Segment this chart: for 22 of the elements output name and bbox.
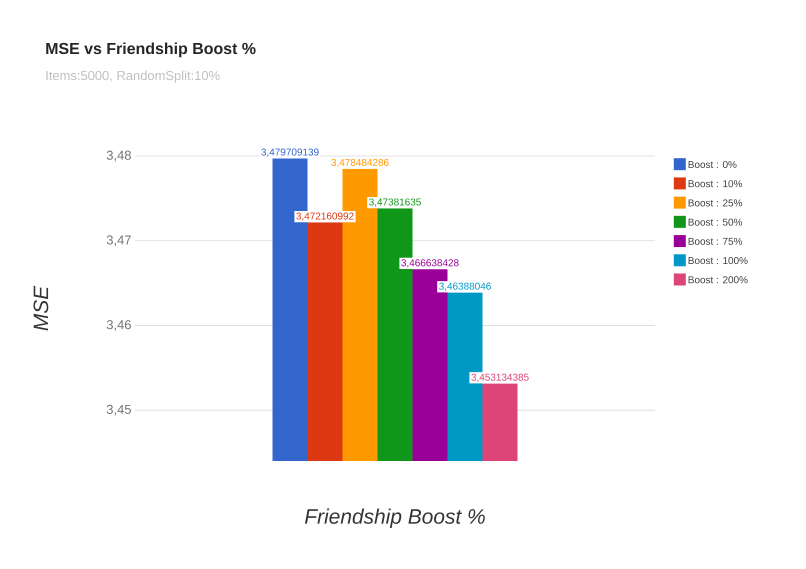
y-tick-label: 3,45 [106,404,131,416]
chart-subtitle: Items:5000, RandomSplit:10% [46,70,220,83]
data-label: 3,46388046 [439,282,491,291]
legend-label: Boost : 10% [688,180,742,188]
chart-title: MSE vs Friendship Boost % [46,42,256,58]
legend-label: Boost : 200% [688,276,748,284]
x-axis-title: Friendship Boost % [304,508,485,528]
legend-label: Boost : 50% [688,218,742,226]
data-label: 3,47381635 [369,198,421,207]
legend-label: Boost : 25% [688,199,742,206]
y-tick-label: 3,46 [106,320,131,331]
data-label: 3,453134385 [471,374,529,382]
legend-label: Boost : 100% [688,257,748,264]
y-axis-title: MSE [33,286,48,331]
data-label: 3,466638428 [401,259,459,268]
legend-label: Boost : 75% [688,238,742,245]
legend-label: Boost : 0% [688,160,737,168]
data-label: 3,472160992 [296,212,354,221]
data-label: 3,478484286 [331,158,389,168]
data-label: 3,479709139 [261,148,319,157]
y-tick-label: 3,48 [106,150,131,162]
y-tick-label: 3,47 [106,235,131,246]
